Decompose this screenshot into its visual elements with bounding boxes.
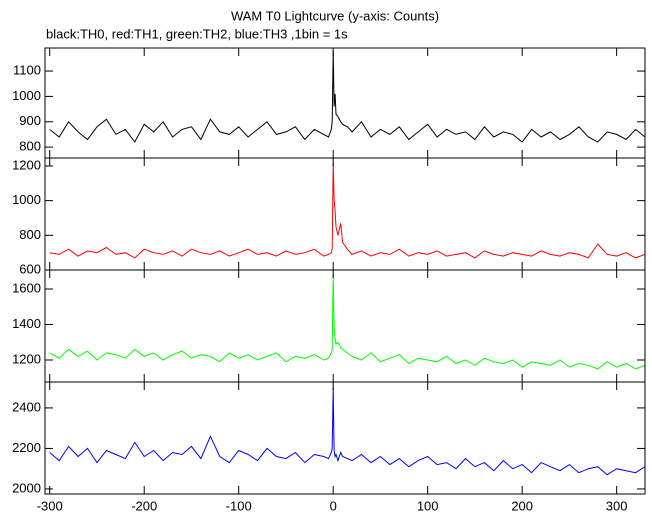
y-tick-label: 800 bbox=[19, 227, 41, 242]
y-tick-label: 1200 bbox=[12, 351, 41, 366]
y-tick-label: 600 bbox=[19, 261, 41, 276]
y-tick-label: 2200 bbox=[12, 440, 41, 455]
y-tick-label: 1000 bbox=[12, 88, 41, 103]
x-tick-label: 0 bbox=[330, 498, 337, 513]
x-tick-label: -300 bbox=[37, 498, 63, 513]
panel-frame bbox=[44, 157, 646, 271]
y-tick-label: 1100 bbox=[13, 63, 41, 78]
y-tick-label: 2400 bbox=[12, 399, 41, 414]
x-tick-label: -100 bbox=[226, 498, 252, 513]
lightcurve bbox=[49, 387, 645, 476]
y-tick-label: 800 bbox=[19, 139, 41, 154]
lightcurve bbox=[49, 162, 645, 259]
x-tick-label: 100 bbox=[417, 498, 439, 513]
x-tick-label: -200 bbox=[131, 498, 157, 513]
chart-subtitle: black:TH0, red:TH1, green:TH2, blue:TH3 … bbox=[46, 26, 348, 41]
panel-frame bbox=[44, 269, 646, 383]
lightcurve bbox=[49, 50, 645, 143]
y-tick-label: 1600 bbox=[12, 280, 41, 295]
x-tick-label: 300 bbox=[606, 498, 628, 513]
y-tick-label: 1400 bbox=[12, 316, 41, 331]
x-tick-label: 200 bbox=[511, 498, 533, 513]
chart-title: WAM T0 Lightcurve (y-axis: Counts) bbox=[231, 8, 439, 23]
y-tick-label: 1200 bbox=[12, 157, 41, 172]
y-tick-label: 1000 bbox=[12, 192, 41, 207]
lightcurve bbox=[49, 272, 645, 370]
y-tick-label: 900 bbox=[19, 113, 41, 128]
y-tick-label: 2000 bbox=[12, 480, 41, 495]
panel-frame bbox=[44, 381, 646, 495]
